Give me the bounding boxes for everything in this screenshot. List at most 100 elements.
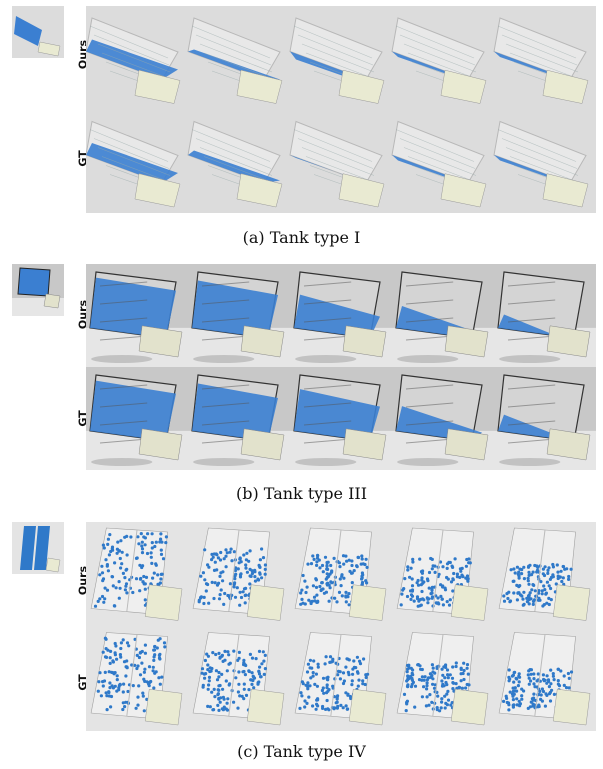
fluid-particle bbox=[224, 548, 228, 552]
fluid-particle bbox=[241, 670, 245, 674]
fluid-particle bbox=[520, 572, 524, 576]
fluid-particle bbox=[141, 694, 145, 698]
fluid-particle bbox=[511, 698, 515, 702]
fluid-particle bbox=[448, 598, 452, 602]
fluid-particle bbox=[320, 581, 324, 585]
fluid-particle bbox=[259, 675, 263, 679]
fluid-particle bbox=[244, 566, 248, 570]
fluid-particle bbox=[103, 636, 107, 640]
fluid-particle bbox=[306, 681, 310, 685]
fluid-particle bbox=[539, 580, 543, 584]
baffle-line bbox=[497, 25, 577, 59]
baffle-line bbox=[101, 52, 172, 80]
fluid-particle bbox=[303, 699, 307, 703]
fluid-particle bbox=[355, 670, 360, 674]
fluid-particle bbox=[218, 656, 222, 660]
shadow bbox=[193, 458, 255, 466]
fluid-particle bbox=[451, 665, 455, 669]
fluid-particle bbox=[545, 580, 549, 584]
fluid-particle bbox=[101, 680, 105, 684]
fluid-particle bbox=[357, 678, 361, 682]
fluid-particle bbox=[410, 577, 414, 581]
fluid-particle bbox=[430, 596, 434, 600]
fluid-particle bbox=[410, 584, 415, 588]
fluid-particle bbox=[547, 602, 551, 607]
baffle-line bbox=[305, 156, 376, 183]
baffle-line bbox=[405, 335, 454, 341]
fluid-particle bbox=[225, 701, 229, 705]
fluid-particle bbox=[336, 669, 341, 673]
fluid-particle bbox=[549, 682, 553, 686]
fluid-particle bbox=[415, 581, 419, 585]
fig-b-caption: (b) Tank type III bbox=[235, 484, 368, 503]
fluid-particle bbox=[410, 588, 415, 592]
fluid-particle bbox=[238, 590, 242, 594]
fluid-particle bbox=[248, 549, 252, 553]
inset-view bbox=[440, 173, 487, 208]
fluid-particle bbox=[508, 599, 513, 603]
fluid-particle bbox=[403, 577, 407, 581]
fluid-particle bbox=[250, 656, 255, 660]
fluid-particle bbox=[445, 683, 449, 687]
fluid-particle bbox=[248, 652, 252, 656]
fluid-particle bbox=[315, 698, 319, 702]
fluid-particle bbox=[123, 576, 127, 580]
fluid-particle bbox=[416, 583, 421, 587]
fluid-particle bbox=[435, 665, 439, 669]
fluid-particle bbox=[338, 677, 342, 681]
fluid-particle bbox=[352, 665, 356, 669]
fluid-particle bbox=[515, 703, 519, 707]
fluid-particle bbox=[345, 707, 349, 711]
fluid-particle bbox=[300, 597, 304, 601]
fluid-particle bbox=[262, 659, 266, 663]
frame-ours-4 bbox=[396, 527, 489, 621]
fluid-particle bbox=[451, 589, 455, 593]
fluid-particle bbox=[201, 683, 205, 687]
fluid-particle bbox=[344, 600, 348, 604]
fluid-particle bbox=[160, 675, 164, 679]
fluid-particle bbox=[217, 696, 221, 701]
fluid-particle bbox=[160, 572, 164, 576]
fluid-particle bbox=[315, 593, 319, 597]
baffle-line bbox=[191, 25, 271, 59]
fluid-particle bbox=[232, 700, 236, 704]
fluid-particle bbox=[121, 701, 125, 705]
fluid-particle bbox=[142, 670, 146, 674]
fluid-particle bbox=[206, 668, 210, 672]
fluid-particle bbox=[307, 695, 311, 699]
fluid-particle bbox=[315, 702, 319, 706]
fluid-particle bbox=[547, 566, 551, 570]
baffle-line bbox=[99, 384, 148, 390]
fluid-particle bbox=[327, 574, 331, 578]
fluid-particle bbox=[98, 671, 102, 675]
fluid-particle bbox=[263, 653, 267, 657]
fluid-particle bbox=[535, 679, 539, 683]
fluid-particle bbox=[430, 663, 434, 667]
fluid-particle bbox=[215, 583, 220, 587]
fluid-particle bbox=[250, 571, 254, 576]
fluid-particle bbox=[258, 572, 262, 576]
fluid-particle bbox=[143, 651, 147, 655]
baffle-line bbox=[303, 438, 352, 444]
baffle-line bbox=[405, 420, 454, 426]
fluid-particle bbox=[541, 567, 545, 571]
fluid-particle bbox=[430, 588, 434, 592]
fluid-particle bbox=[515, 697, 519, 701]
fluid-particle bbox=[129, 535, 133, 539]
fluid-particle bbox=[338, 577, 342, 581]
fluid-particle bbox=[548, 699, 553, 703]
baffle-line bbox=[405, 317, 454, 323]
fluid-particle bbox=[532, 692, 536, 696]
fluid-particle bbox=[399, 603, 403, 607]
fluid-particle bbox=[443, 676, 447, 680]
fluid-particle bbox=[513, 571, 517, 575]
fluid-particle bbox=[152, 655, 156, 659]
fluid-particle bbox=[431, 666, 435, 670]
fluid-particle bbox=[152, 571, 156, 575]
fluid-particle bbox=[551, 672, 555, 676]
fluid-particle bbox=[108, 686, 112, 690]
fluid-particle bbox=[299, 591, 303, 595]
fluid-particle bbox=[522, 689, 526, 693]
fluid-particle bbox=[418, 557, 422, 561]
fluid-particle bbox=[423, 675, 427, 679]
